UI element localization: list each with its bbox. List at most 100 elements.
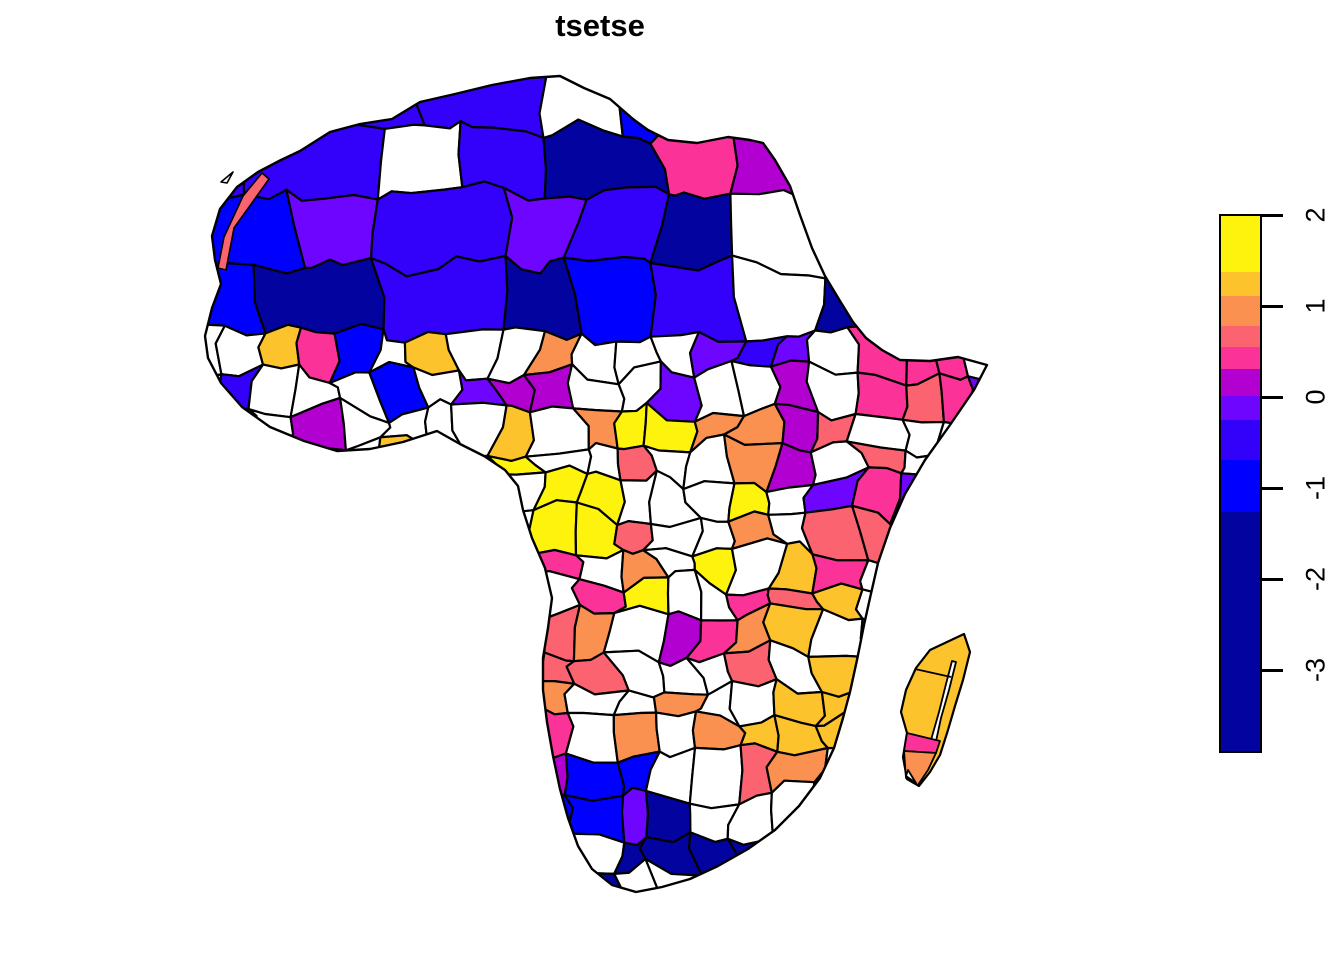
region-polygon <box>205 815 275 876</box>
colorbar-tick--3 <box>1262 669 1283 672</box>
region-polygon <box>769 779 816 840</box>
region-polygon <box>245 608 304 654</box>
region-polygon <box>206 479 267 519</box>
region-polygon <box>809 781 857 838</box>
region-polygon <box>417 741 464 800</box>
region-polygon <box>415 720 467 758</box>
region-polygon <box>527 752 569 798</box>
region-polygon <box>882 828 942 870</box>
region-polygons <box>205 76 987 892</box>
region-polygon <box>806 119 900 213</box>
region-polygon <box>977 603 987 663</box>
region-polygon <box>932 76 987 146</box>
region-polygon <box>287 647 333 688</box>
region-polygon <box>487 751 542 804</box>
region-polygon <box>205 870 220 892</box>
region-polygon <box>370 675 429 726</box>
region-polygon <box>882 777 942 835</box>
region-polygon <box>362 715 429 754</box>
morocco-coast-sliver <box>217 172 270 271</box>
region-polygon <box>260 512 305 544</box>
region-polygon <box>252 257 386 335</box>
region-polygon <box>491 819 541 876</box>
region-polygon <box>527 860 573 892</box>
region-polygon <box>846 679 903 725</box>
region-polygon <box>926 479 987 522</box>
region-polygon <box>617 76 708 145</box>
colorbar-tick-1 <box>1262 305 1283 308</box>
region-polygon <box>205 654 217 699</box>
region-polygon <box>212 787 270 828</box>
region-polygon <box>243 782 310 832</box>
region-polygon <box>483 617 546 654</box>
region-polygon <box>813 76 941 146</box>
region-polygon <box>688 76 822 140</box>
region-polygon <box>482 795 542 842</box>
region-polygon <box>205 822 215 882</box>
region-polygon <box>262 867 291 892</box>
region-polygon <box>982 435 987 483</box>
region-polygon <box>255 468 303 519</box>
region-polygon <box>368 505 429 558</box>
region-polygon <box>205 534 212 580</box>
region-polygon <box>362 471 429 525</box>
region-polygon <box>285 821 336 878</box>
region-polygon <box>250 570 301 620</box>
region-polygon <box>447 857 501 892</box>
region-polygon <box>934 858 979 892</box>
region-polygon <box>244 711 303 766</box>
colorbar <box>1219 214 1262 753</box>
region-polygon <box>455 624 494 654</box>
region-polygon <box>482 571 538 627</box>
region-polygon <box>620 786 650 847</box>
region-polygon <box>969 870 987 892</box>
region-polygon <box>333 789 384 829</box>
colorbar-tick--2 <box>1262 578 1283 581</box>
region-polygon <box>375 856 418 892</box>
region-polygon <box>205 784 222 836</box>
region-polygon <box>499 707 546 764</box>
region-polygon <box>205 413 226 436</box>
colorbar-label--2: -2 <box>1300 566 1331 592</box>
region-polygon <box>409 466 458 525</box>
region-polygon <box>404 684 467 731</box>
colorbar-label--3: -3 <box>1300 657 1331 683</box>
region-polygon <box>965 818 987 884</box>
region-polygon <box>416 573 470 630</box>
region-polygon <box>880 858 949 892</box>
map-extras <box>217 171 270 271</box>
region-polygon <box>698 871 750 892</box>
region-polygon <box>443 797 495 842</box>
region-polygon <box>935 415 985 457</box>
region-polygon <box>262 825 305 878</box>
region-polygon <box>210 636 261 694</box>
region-polygon <box>417 781 456 832</box>
region-polygon <box>291 616 334 654</box>
region-polygon <box>965 793 987 827</box>
region-polygon <box>965 690 987 728</box>
region-polygon <box>453 683 502 723</box>
region-polygon <box>327 680 376 730</box>
colorbar-label-1: 1 <box>1300 298 1331 314</box>
region-polygon <box>851 825 900 871</box>
colorbar-segment-pink <box>1221 347 1260 369</box>
region-polygon <box>974 475 987 518</box>
region-polygon <box>284 860 332 892</box>
region-polygon <box>378 781 428 833</box>
region-polygon <box>287 541 348 590</box>
region-polygon <box>285 76 426 130</box>
colorbar-segment-salmon <box>1221 326 1260 348</box>
region-polygon <box>443 471 499 528</box>
madagascar-internal-border <box>914 668 952 678</box>
region-polygon <box>931 191 987 271</box>
region-polygon <box>301 782 346 832</box>
region-polygon <box>883 576 942 630</box>
region-polygon <box>969 741 987 804</box>
region-polygon <box>893 539 935 583</box>
region-polygon <box>461 716 507 765</box>
region-polygon <box>960 265 987 337</box>
region-polygon <box>403 618 470 663</box>
region-polygon <box>209 678 261 723</box>
region-polygon <box>213 712 258 766</box>
